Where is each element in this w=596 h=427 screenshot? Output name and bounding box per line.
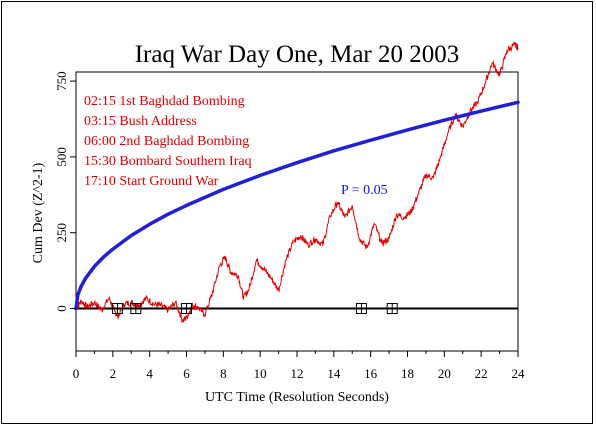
y-tick-label: 0 — [54, 305, 69, 312]
annotation-2: 06:00 2nd Baghdad Bombing — [84, 134, 249, 149]
x-tick-label: 20 — [438, 366, 451, 381]
x-tick-label: 12 — [291, 366, 304, 381]
y-tick-label: 250 — [54, 223, 69, 243]
chart-title: Iraq War Day One, Mar 20 2003 — [135, 41, 460, 68]
x-tick-label: 16 — [364, 366, 378, 381]
annotation-3: 15:30 Bombard Southern Iraq — [84, 154, 252, 169]
annotation-1: 03:15 Bush Address — [84, 114, 197, 129]
probability-label: P = 0.05 — [341, 183, 388, 198]
series-p-005 — [74, 100, 520, 311]
event-marker-1 — [130, 303, 142, 315]
x-tick-label: 4 — [146, 366, 153, 381]
event-marker-0 — [111, 303, 123, 315]
x-tick-label: 24 — [512, 366, 526, 381]
x-tick-label: 14 — [327, 366, 341, 381]
x-tick-label: 0 — [73, 366, 80, 381]
event-marker-4 — [386, 303, 398, 315]
x-tick-label: 2 — [110, 366, 117, 381]
event-marker-2 — [181, 303, 192, 315]
x-tick-label: 6 — [183, 366, 190, 381]
y-axis: 0 250 500 750 — [54, 71, 76, 312]
x-tick-label: 18 — [401, 366, 414, 381]
y-tick-label: 750 — [54, 71, 69, 91]
x-axis: 0 2 4 6 8 10 12 14 16 18 20 22 24 — [73, 351, 525, 381]
annotation-0: 02:15 1st Baghdad Bombing — [84, 94, 245, 109]
series-cum-dev — [75, 41, 519, 323]
annotations: 02:15 1st Baghdad Bombing 03:15 Bush Addr… — [84, 94, 252, 189]
x-axis-label: UTC Time (Resolution Seconds) — [205, 390, 389, 405]
annotation-4: 17:10 Start Ground War — [84, 174, 219, 189]
plot-area — [74, 41, 520, 352]
y-tick-label: 500 — [54, 147, 69, 167]
x-tick-label: 8 — [220, 366, 227, 381]
event-marker-3 — [355, 303, 367, 315]
x-tick-label: 10 — [254, 366, 267, 381]
x-tick-label: 22 — [475, 366, 488, 381]
y-axis-label: Cum Dev (Z^2-1) — [31, 162, 46, 263]
